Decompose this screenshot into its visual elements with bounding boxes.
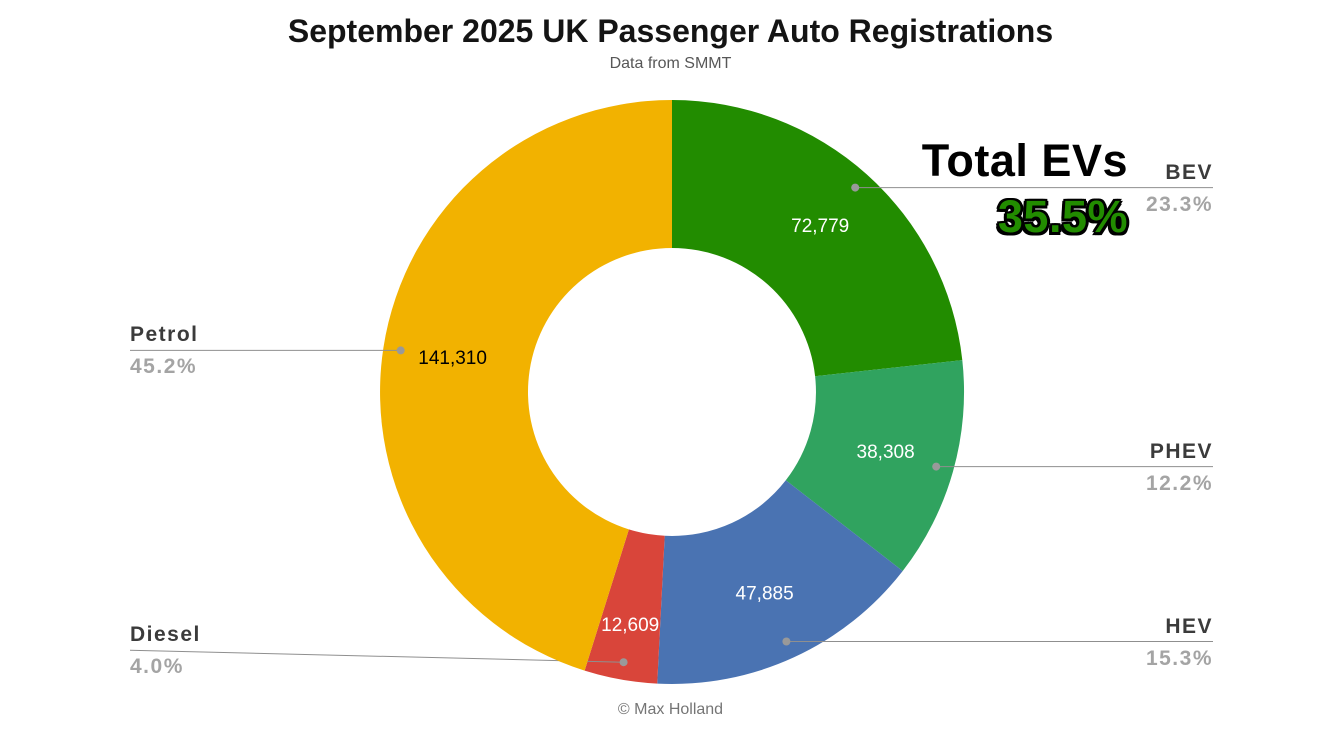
- total-evs-value: 35.5%: [997, 191, 1128, 242]
- value-label-diesel: 12,609: [601, 615, 659, 636]
- category-pct: 4.0%: [130, 655, 184, 679]
- leader-dot-bev: [851, 183, 860, 192]
- page-subtitle: Data from SMMT: [609, 55, 732, 72]
- total-evs-title: Total EVs: [921, 135, 1128, 186]
- category-name: Diesel: [130, 623, 201, 647]
- slice-hev: [657, 480, 903, 684]
- category-pct: 23.3%: [1145, 192, 1213, 216]
- category-name: HEV: [1165, 614, 1213, 638]
- category-pct: 15.3%: [1145, 646, 1213, 670]
- value-label-bev: 72,779: [791, 216, 849, 237]
- value-label-phev: 38,308: [857, 442, 915, 463]
- slice-diesel: [584, 529, 665, 684]
- value-label-petrol: 141,310: [418, 348, 487, 369]
- leader-dot-phev: [932, 462, 941, 471]
- category-name: PHEV: [1149, 439, 1213, 463]
- page-title: September 2025 UK Passenger Auto Registr…: [287, 13, 1054, 49]
- category-name: BEV: [1165, 160, 1213, 184]
- category-name: Petrol: [130, 323, 199, 347]
- footer-credit: © Max Holland: [617, 701, 724, 718]
- slice-petrol: [380, 100, 672, 671]
- leader-dot-diesel: [619, 658, 628, 667]
- category-pct: 12.2%: [1145, 471, 1213, 495]
- category-pct: 45.2%: [130, 355, 198, 379]
- slice-bev: [672, 99, 963, 377]
- leader-dot-hev: [782, 637, 791, 646]
- slice-phev: [785, 360, 965, 571]
- value-label-hev: 47,885: [736, 583, 794, 604]
- leader-line-diesel: [129, 649, 624, 663]
- leader-dot-petrol: [396, 346, 405, 355]
